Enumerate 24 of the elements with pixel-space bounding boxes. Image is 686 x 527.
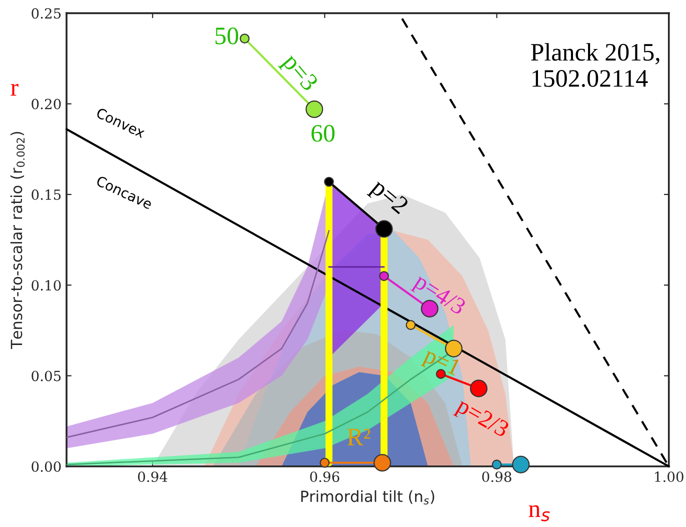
x-tick-label: 0.94: [138, 472, 168, 482]
annotation: Planck 2015, 1502.02114: [531, 43, 660, 87]
line-series: [66, 230, 330, 438]
y-tick-label: 0.15: [32, 189, 61, 200]
annotation: p=4/3: [410, 272, 467, 320]
y-tick-label: 0.20: [32, 98, 61, 110]
y-tick-label: 0.00: [32, 461, 61, 472]
annotation: 60: [312, 124, 335, 142]
x-tick-label: 0.96: [310, 472, 340, 482]
annotation: p=2/3: [453, 396, 510, 442]
y-tick-label: 0.10: [32, 280, 61, 291]
x-tick-label: 1.00: [655, 472, 684, 482]
text: r: [10, 84, 18, 96]
x-tick-label: 0.98: [482, 472, 512, 482]
x-axis-title: Primordial tilt (n$_{s}$): [301, 490, 434, 505]
annotation: 50: [216, 27, 238, 44]
annotation: R²: [347, 428, 370, 446]
annotation: p=2: [366, 178, 410, 218]
annotation: p=1: [420, 346, 462, 380]
y-tick-label: 0.05: [32, 370, 61, 382]
annotation: p=3: [278, 52, 319, 95]
y-tick-label: 0.25: [32, 8, 61, 19]
text: n$_{s}$: [528, 505, 550, 522]
y-axis-title: Tensor-to-scalar ratio (r$_{0.002}$): [10, 132, 25, 349]
